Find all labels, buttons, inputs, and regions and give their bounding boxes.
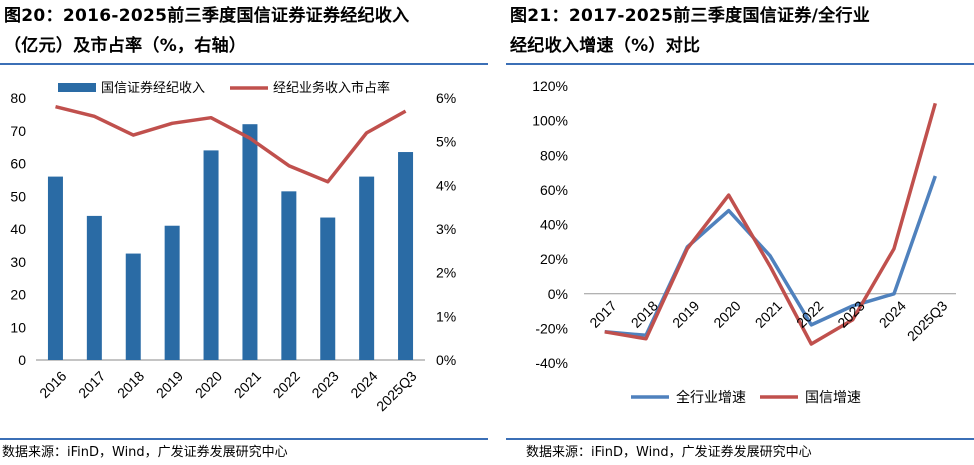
y-axis-left-tick-labels: 0 10 20 30 40 50 60 70 80	[10, 90, 26, 368]
series-line-1	[604, 102, 937, 346]
x-tick-label: 2022	[270, 368, 303, 401]
bar-2020	[203, 150, 219, 360]
figure-20-title-line1: 图20：2016-2025前三季度国信证券证券经纪收入	[4, 6, 410, 26]
y-right-tick-label: 6%	[436, 90, 456, 106]
x-tick-label: 2025Q3	[904, 297, 951, 344]
bar-2023	[320, 217, 336, 360]
bar-2022	[281, 191, 297, 360]
y-left-tick-label: 40	[10, 221, 26, 237]
legend-bar-label: 国信证券经纪收入	[101, 80, 205, 95]
y-tick-label: 20%	[540, 251, 568, 267]
figure-20-title-line2: （亿元）及市占率（%，右轴）	[4, 36, 247, 56]
y-left-tick-label: 60	[10, 156, 26, 172]
x-tick-label: 2018	[114, 368, 147, 401]
y-tick-label: 0%	[548, 286, 568, 302]
legend-industry-label: 全行业增速	[676, 389, 746, 405]
y-left-tick-label: 10	[10, 319, 26, 335]
x-tick-label: 2024	[347, 368, 380, 401]
y-tick-label: -40%	[535, 355, 568, 371]
y-axis-tick-labels: -40% -20% 0% 20% 40% 60% 80% 100% 120%	[532, 78, 568, 371]
x-tick-label: 2025Q3	[373, 368, 420, 415]
bar-2018	[125, 253, 141, 360]
x-tick-label: 2023	[308, 368, 341, 401]
figure-20-panel: 图20：2016-2025前三季度国信证券证券经纪收入 （亿元）及市占率（%，右…	[0, 6, 488, 460]
bar-2021	[242, 124, 258, 360]
y-left-tick-label: 20	[10, 287, 26, 303]
x-tick-label: 2020	[192, 368, 225, 401]
figure-21-source: 数据来源：iFinD，Wind，广发证券发展研究中心	[526, 445, 812, 460]
y-tick-label: 40%	[540, 217, 568, 233]
x-tick-label: 2017	[75, 368, 108, 401]
figure-21-panel: 图21：2017-2025前三季度国信证券/全行业 经纪收入增速（%）对比 -4…	[506, 0, 974, 465]
y-left-tick-label: 50	[10, 188, 26, 204]
figure-20-source: 数据来源：iFinD，Wind，广发证券发展研究中心	[2, 445, 288, 460]
bar-series	[47, 124, 414, 360]
y-tick-label: 80%	[540, 147, 568, 163]
figure-21-top-rule	[506, 63, 974, 65]
x-tick-label: 2024	[876, 297, 909, 330]
y-right-tick-label: 4%	[436, 177, 456, 193]
figure-20-bottom-rule	[0, 438, 488, 440]
legend-guosen-label: 国信增速	[805, 389, 861, 405]
x-axis-tick-labels: 2016 2017 2018 2019 2020 2021 2022 2023 20242025…	[36, 368, 420, 415]
legend: 国信证券经纪收入 经纪业务收入市占率	[58, 80, 390, 95]
legend-line-label: 经纪业务收入市占率	[273, 80, 390, 95]
y-tick-label: 120%	[532, 78, 568, 94]
legend: 全行业增速 国信增速	[631, 389, 861, 405]
y-left-tick-label: 0	[18, 352, 26, 368]
x-tick-label: 2020	[710, 297, 743, 330]
y-right-tick-label: 5%	[436, 134, 456, 150]
y-tick-label: 100%	[532, 113, 568, 129]
x-tick-label: 2019	[669, 297, 702, 330]
bar-2017	[86, 215, 102, 360]
y-tick-label: -20%	[535, 320, 568, 336]
y-left-tick-label: 70	[10, 123, 26, 139]
figure-21-chart: -40%-20%0%20%40%60%80%100%120% 2017 2018 2…	[532, 78, 956, 405]
legend-bar-swatch	[58, 83, 96, 92]
y-right-tick-label: 2%	[436, 265, 456, 281]
bar-2019	[164, 225, 180, 360]
y-left-tick-label: 30	[10, 254, 26, 270]
y-right-tick-label: 0%	[436, 352, 456, 368]
bar-2024	[359, 176, 375, 360]
figure-20-top-rule	[0, 63, 488, 65]
x-tick-label: 2021	[231, 368, 264, 401]
y-tick-label: 60%	[540, 182, 568, 198]
y-axis-right-tick-labels: 0% 1% 2% 3% 4% 5% 6%	[436, 90, 456, 368]
figure-21-title-line1: 图21：2017-2025前三季度国信证券/全行业	[510, 6, 871, 26]
x-tick-label: 2016	[36, 368, 69, 401]
market-share-line	[55, 105, 407, 184]
y-right-tick-label: 1%	[436, 308, 456, 324]
x-tick-label: 2021	[752, 297, 785, 330]
x-tick-label: 2019	[153, 368, 186, 401]
x-tick-label: 2017	[586, 297, 619, 330]
bar-2016	[47, 176, 63, 360]
figure-21-title-line2: 经纪收入增速（%）对比	[510, 36, 701, 56]
bar-2025Q3	[398, 152, 414, 360]
y-right-tick-label: 3%	[436, 221, 456, 237]
figure-21-bottom-rule	[506, 438, 974, 440]
y-left-tick-label: 80	[10, 90, 26, 106]
growth-lines	[604, 102, 937, 346]
